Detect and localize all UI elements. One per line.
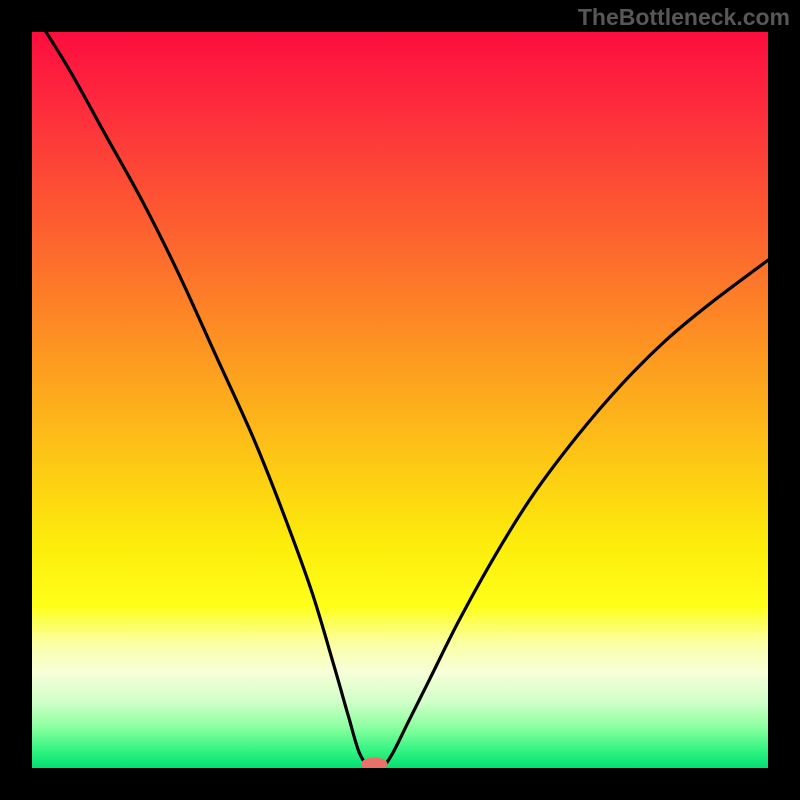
chart-container: TheBottleneck.com bbox=[0, 0, 800, 800]
watermark-text: TheBottleneck.com bbox=[578, 4, 790, 31]
plot-gradient-background bbox=[32, 32, 768, 768]
bottleneck-chart bbox=[0, 0, 800, 800]
